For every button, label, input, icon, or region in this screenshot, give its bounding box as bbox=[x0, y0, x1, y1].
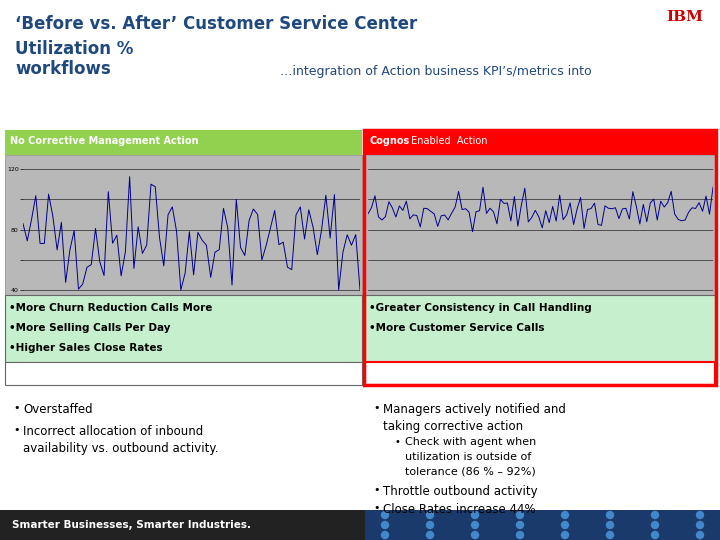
Bar bbox=[365, 130, 715, 155]
Text: •: • bbox=[13, 403, 19, 413]
Circle shape bbox=[562, 511, 569, 518]
Circle shape bbox=[606, 531, 613, 538]
Text: Managers actively notified and: Managers actively notified and bbox=[383, 403, 566, 416]
Text: utilization is outside of: utilization is outside of bbox=[405, 452, 531, 462]
Text: •Higher Sales Close Rates: •Higher Sales Close Rates bbox=[9, 343, 163, 353]
Circle shape bbox=[472, 531, 479, 538]
Text: Cognos: Cognos bbox=[370, 136, 410, 146]
Bar bbox=[365, 362, 715, 385]
Circle shape bbox=[652, 511, 659, 518]
Text: •: • bbox=[373, 503, 379, 513]
Circle shape bbox=[426, 511, 433, 518]
Bar bbox=[365, 510, 720, 540]
Bar bbox=[365, 155, 715, 295]
Text: Close Rates increase 44%: Close Rates increase 44% bbox=[383, 503, 536, 516]
Circle shape bbox=[562, 522, 569, 529]
Circle shape bbox=[696, 531, 703, 538]
Text: •More Churn Reduction Calls More: •More Churn Reduction Calls More bbox=[9, 303, 212, 313]
Text: Incorrect allocation of inbound: Incorrect allocation of inbound bbox=[23, 425, 203, 438]
Text: •: • bbox=[373, 485, 379, 495]
Text: •: • bbox=[13, 425, 19, 435]
Text: availability vs. outbound activity.: availability vs. outbound activity. bbox=[23, 442, 218, 455]
Text: Throttle outbound activity: Throttle outbound activity bbox=[383, 485, 538, 498]
Circle shape bbox=[516, 522, 523, 529]
Text: •More Selling Calls Per Day: •More Selling Calls Per Day bbox=[9, 323, 171, 333]
Circle shape bbox=[516, 511, 523, 518]
Text: tolerance (86 % – 92%): tolerance (86 % – 92%) bbox=[405, 467, 536, 477]
Bar bbox=[0, 510, 365, 540]
Text: No Corrective Management Action: No Corrective Management Action bbox=[10, 136, 199, 146]
Text: workflows: workflows bbox=[15, 60, 111, 78]
Text: Check with agent when: Check with agent when bbox=[405, 437, 536, 447]
Text: •More Customer Service Calls: •More Customer Service Calls bbox=[369, 323, 544, 333]
Bar bbox=[364, 130, 716, 385]
Text: IBM: IBM bbox=[666, 10, 703, 24]
Circle shape bbox=[562, 531, 569, 538]
Circle shape bbox=[472, 522, 479, 529]
Text: •Greater Consistency in Call Handling: •Greater Consistency in Call Handling bbox=[369, 303, 592, 313]
Circle shape bbox=[516, 531, 523, 538]
Circle shape bbox=[606, 511, 613, 518]
Circle shape bbox=[472, 511, 479, 518]
Text: …integration of Action business KPI’s/metrics into: …integration of Action business KPI’s/me… bbox=[280, 65, 592, 78]
Bar bbox=[5, 155, 362, 295]
Circle shape bbox=[696, 522, 703, 529]
Bar bbox=[5, 295, 362, 362]
Text: Smarter Businesses, Smarter Industries.: Smarter Businesses, Smarter Industries. bbox=[12, 520, 251, 530]
Text: •: • bbox=[395, 437, 401, 447]
Circle shape bbox=[382, 511, 389, 518]
Text: Enabled  Action: Enabled Action bbox=[408, 136, 487, 146]
Text: ‘Before vs. After’ Customer Service Center: ‘Before vs. After’ Customer Service Cent… bbox=[15, 15, 418, 33]
Circle shape bbox=[426, 531, 433, 538]
Circle shape bbox=[696, 511, 703, 518]
Text: Utilization %: Utilization % bbox=[15, 40, 133, 58]
Bar bbox=[365, 295, 715, 362]
Circle shape bbox=[652, 531, 659, 538]
Text: •: • bbox=[373, 403, 379, 413]
Circle shape bbox=[652, 522, 659, 529]
Circle shape bbox=[426, 522, 433, 529]
Text: Overstaffed: Overstaffed bbox=[23, 403, 93, 416]
Bar bbox=[5, 362, 362, 385]
Circle shape bbox=[606, 522, 613, 529]
Circle shape bbox=[382, 522, 389, 529]
Circle shape bbox=[382, 531, 389, 538]
Text: taking corrective action: taking corrective action bbox=[383, 420, 523, 433]
Bar bbox=[5, 130, 362, 155]
